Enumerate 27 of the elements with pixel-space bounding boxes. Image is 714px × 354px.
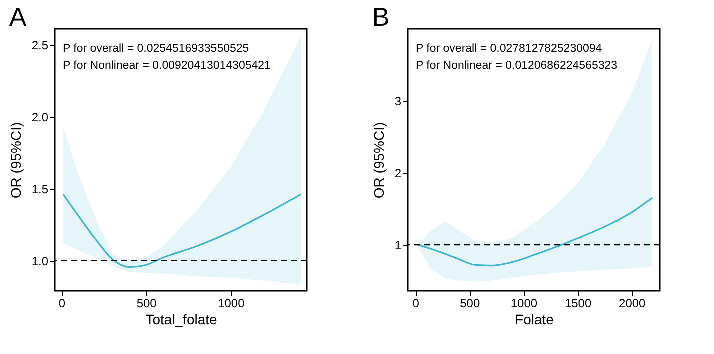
x-tick-label: 0 [58,296,66,310]
x-tick-label: 1000 [218,296,246,310]
x-tick-label: 1500 [564,296,592,310]
y-tick-label: 3 [394,94,402,108]
y-tick-label: 1.0 [32,254,49,268]
x-axis-title: Total_folate [146,312,218,328]
annotation: P for overall = 0.0254516933550525 [63,43,250,55]
x-axis-title: Folate [515,312,554,328]
y-tick-label: 1.5 [32,182,49,196]
y-axis-title: OR (95%CI) [370,122,387,199]
line-series [62,194,302,268]
x-tick-label: 2000 [619,296,646,310]
x-tick-label: 0 [412,296,420,310]
annotation: P for overall = 0.0278127825230094 [416,43,603,55]
y-tick-label: 2.5 [32,38,49,52]
chart-title: B [372,2,390,32]
annotation: P for Nonlinear = 0.0120686224565323 [416,60,618,72]
chart-title: A [9,2,28,32]
x-tick-label: 1000 [510,296,538,310]
y-axis-title: OR (95%CI) [8,122,24,199]
y-tick-label: 2 [394,166,402,180]
annotation: P for Nonlinear = 0.00920413014305421 [63,60,271,72]
y-tick-label: 1 [394,238,402,252]
line-series [416,197,654,267]
x-tick-label: 500 [460,296,480,310]
y-tick-label: 2.0 [32,110,49,124]
x-tick-label: 500 [136,296,158,310]
